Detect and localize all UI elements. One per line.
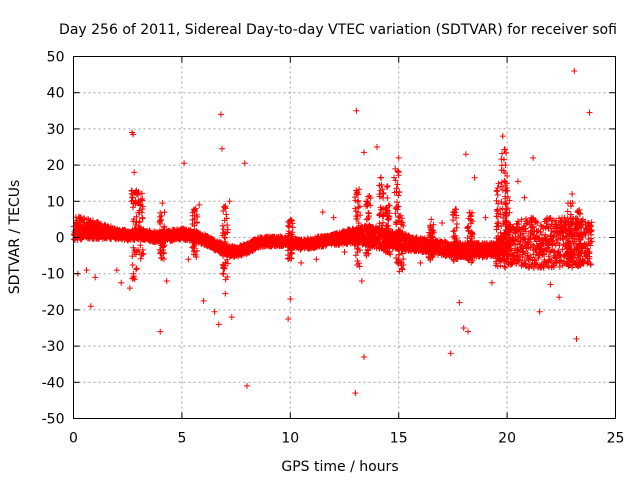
y-tick-label: 50 xyxy=(47,50,65,66)
x-axis-label: GPS time / hours xyxy=(281,459,398,475)
y-tick-label: 30 xyxy=(47,122,65,138)
x-tick-label: 0 xyxy=(69,431,78,447)
chart-title: Day 256 of 2011, Sidereal Day-to-day VTE… xyxy=(59,22,617,38)
data-point xyxy=(89,217,96,224)
y-tick-label: -40 xyxy=(42,375,65,391)
y-axis-label: SDTVAR / TECUs xyxy=(7,180,23,295)
y-tick-label: -20 xyxy=(42,303,65,319)
x-tick-label: 15 xyxy=(390,431,408,447)
x-tick-label: 25 xyxy=(607,431,625,447)
data-point xyxy=(94,219,101,226)
x-tick-label: 5 xyxy=(177,431,186,447)
y-tick-label: 20 xyxy=(47,158,65,174)
data-points xyxy=(70,67,595,397)
y-tick-label: -50 xyxy=(42,412,65,428)
y-tick-label: 0 xyxy=(56,231,65,247)
data-point xyxy=(75,228,82,235)
x-tick-label: 10 xyxy=(281,431,299,447)
x-tick-label: 20 xyxy=(498,431,516,447)
y-tick-label: 10 xyxy=(47,194,65,210)
y-tick-label: 40 xyxy=(47,86,65,102)
y-tick-label: -10 xyxy=(42,267,65,283)
y-tick-label: -30 xyxy=(42,339,65,355)
